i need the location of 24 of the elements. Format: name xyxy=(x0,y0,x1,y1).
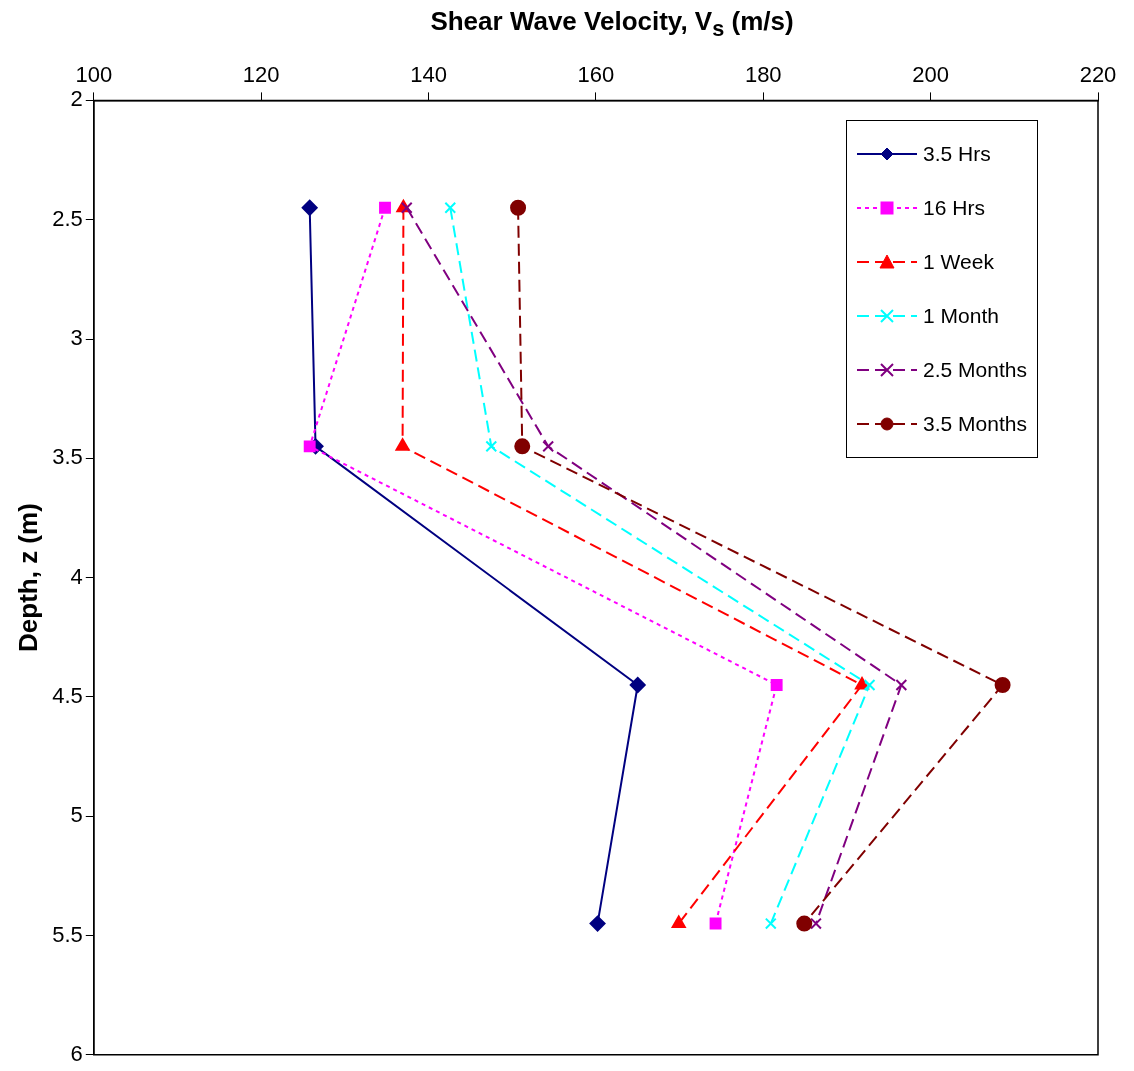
y-axis-title: Depth, z (m) xyxy=(12,503,43,652)
y-tick-label: 2.5 xyxy=(52,205,83,231)
x-tick-label: 160 xyxy=(577,62,615,88)
x-tick-label: 220 xyxy=(1079,62,1117,88)
y-tick-label: 4 xyxy=(70,563,83,589)
x-tick-label: 180 xyxy=(744,62,782,88)
y-tick-label: 6 xyxy=(70,1040,83,1066)
x-tick-label: 120 xyxy=(242,62,280,88)
y-tick-label: 4.5 xyxy=(52,682,83,708)
legend-label: 3.5 Hrs xyxy=(923,142,991,167)
y-tick-label: 5 xyxy=(70,802,83,828)
y-tick-label: 5.5 xyxy=(52,921,83,947)
legend-label: 2.5 Months xyxy=(923,358,1027,383)
x-axis-title: Shear Wave Velocity, V$_{s}$ (m/s) xyxy=(429,6,795,43)
y-tick-label: 3 xyxy=(70,325,83,351)
x-tick-label: 100 xyxy=(75,62,113,88)
legend-label: 1 Week xyxy=(923,250,994,275)
x-tick-label: 200 xyxy=(912,62,949,88)
legend-label: 3.5 Months xyxy=(923,412,1027,437)
y-tick-label: 2 xyxy=(70,86,83,112)
legend-label: 16 Hrs xyxy=(923,196,985,221)
legend-label: 1 Month xyxy=(923,304,999,329)
y-tick-label: 3.5 xyxy=(52,444,83,470)
x-tick-label: 140 xyxy=(410,62,447,88)
